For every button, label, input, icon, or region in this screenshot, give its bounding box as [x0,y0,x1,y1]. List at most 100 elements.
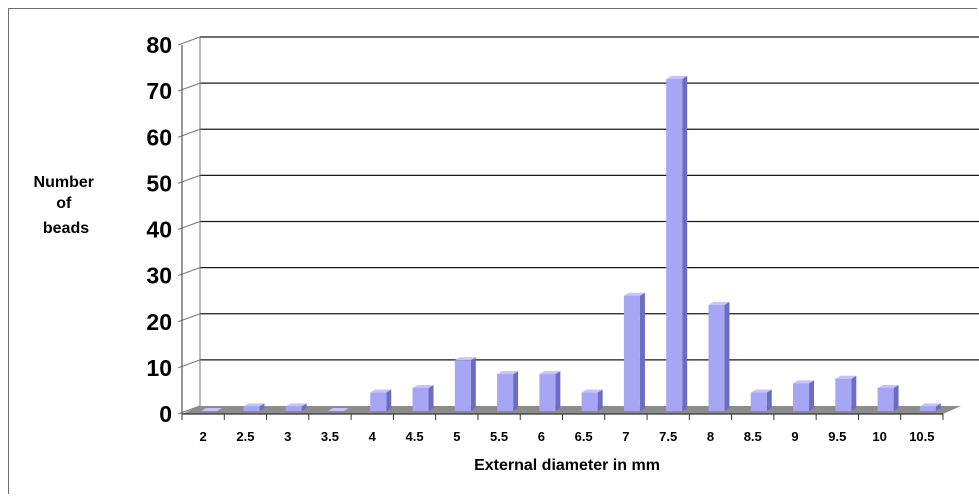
bar-side [513,371,519,411]
y-tick-label: 60 [146,124,172,150]
bar-side [851,375,857,411]
x-tick-label: 6 [538,429,545,444]
bar-top [750,389,772,393]
x-tick-label: 3 [284,429,291,444]
bar-front [877,387,894,411]
bar-front [581,392,598,411]
x-tick-label: 4 [369,429,377,444]
bar-front [666,78,683,412]
y-axis-label-line-1: Number [34,174,94,191]
bar-top [919,403,941,407]
y-tick-label: 70 [146,78,172,104]
bar-top [454,357,476,361]
y-tick-labels: 0 10 20 30 40 50 60 70 80 [146,32,172,427]
bar-top [708,301,730,305]
x-tick-label: 10 [872,429,886,444]
bar [243,403,265,411]
bar-top [539,371,561,375]
wall-tick [177,221,201,230]
x-tick-label: 7.5 [659,429,677,444]
bar-front [708,304,725,411]
wall-tick [177,313,201,323]
bar-front [285,406,302,411]
x-tick-label: 8.5 [744,429,762,444]
y-axis-label-line-2: of [56,195,72,212]
x-tick-label: 2.5 [236,429,254,444]
y-tick-label: 30 [146,263,172,289]
y-tick-label: 50 [146,170,172,196]
bars [201,75,941,412]
y-tick-label: 20 [146,309,172,335]
bar [370,389,392,411]
bar-top [370,389,392,393]
wall-tick [177,359,201,369]
bar [285,403,307,411]
bar-top [581,389,603,393]
bar-front [497,374,514,411]
axes [181,45,944,420]
x-tick-label: 10.5 [909,429,934,444]
bar [497,371,519,411]
bar [539,371,561,411]
bar-side [259,403,265,411]
bar-front [919,406,936,411]
wall-tick [177,128,201,138]
bar-side [597,389,603,411]
bar-top [285,403,307,407]
wall-tick [177,174,201,184]
bar-side [555,371,561,411]
bar [327,408,349,411]
bar-front [623,295,640,411]
wall-tick [177,82,201,92]
y-axis-label-line-3: beads [43,220,89,237]
bar [623,292,645,411]
bar-side [893,384,899,411]
bar [454,357,476,411]
x-tick-label: 6.5 [575,429,593,444]
y-tick-label: 10 [146,355,172,381]
bar-front [835,378,852,411]
x-tick-label: 9 [791,429,798,444]
wall-tick [177,267,201,277]
bar-side [639,292,645,411]
x-tick-label: 2 [200,429,207,444]
bar-top [835,375,857,379]
x-tick-label: 7 [622,429,629,444]
bar-top [201,408,223,411]
bar [835,375,857,411]
bar [877,384,899,411]
bar [919,403,941,411]
bar-top [412,384,434,388]
bar [793,380,815,411]
bar-front [793,383,810,411]
x-tick-label: 5 [453,429,460,444]
bar-top [243,403,265,407]
x-tick-label: 9.5 [828,429,846,444]
bar [201,408,223,411]
bar [666,75,688,412]
x-tick-label: 8 [707,429,714,444]
bar-front [539,374,556,411]
bar [750,389,772,411]
x-tick-label: 5.5 [490,429,508,444]
y-tick-label: 40 [146,217,172,243]
bar-side [682,75,688,412]
bar-top [877,384,899,388]
bar-front [243,406,260,411]
y-axis-label: Number of beads [34,174,99,237]
bar-top [327,408,349,411]
wall-tick [177,36,201,46]
bar-side [301,403,307,411]
x-tick-labels: 2 2.5 3 3.5 4 4.5 5 5.5 6 6.5 7 7.5 8 8.5 9 9.5 10 10.5 [200,429,935,444]
bar [412,384,434,411]
bar-side [766,389,772,411]
bar-side [809,380,815,411]
chart-frame [8,8,977,494]
x-tick-label: 4.5 [405,429,423,444]
bar-front [454,360,471,411]
bar-top [497,371,519,375]
bar [581,389,603,411]
bar-front [370,392,387,411]
bar-top [623,292,645,296]
bar-side [428,384,434,411]
